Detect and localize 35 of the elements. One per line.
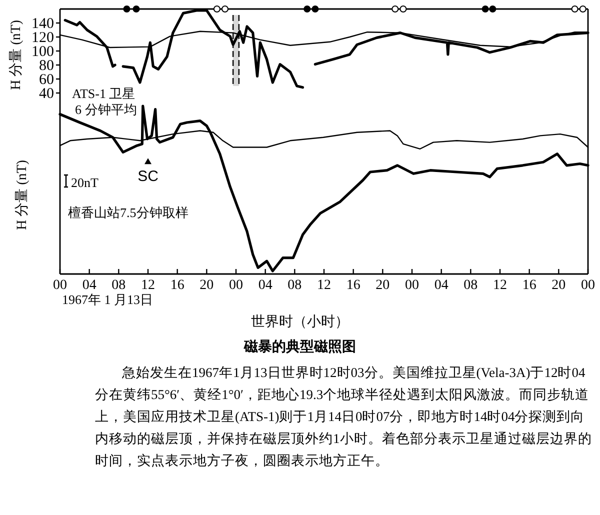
x-tick-label: 12	[493, 278, 507, 293]
x-tick-label: 12	[317, 278, 331, 293]
y-tick-label: 40	[39, 86, 54, 102]
y-tick-label: 100	[32, 44, 54, 60]
annotation: 20nT	[71, 175, 98, 190]
x-tick-label: 20	[552, 278, 566, 293]
x-tick-label: 00	[53, 278, 67, 293]
annotation: 檀香山站7.5分钟取样	[68, 205, 188, 220]
annotation: SC	[138, 168, 159, 186]
x-tick-label: 00	[581, 278, 595, 293]
x-tick-label: 16	[346, 278, 360, 293]
x-tick-label: 00	[229, 278, 243, 293]
x-tick-label: 04	[258, 278, 272, 293]
y-tick-label: 120	[32, 30, 54, 46]
text: 磁暴的典型磁照图	[243, 339, 356, 355]
y-tick-label: 80	[39, 58, 54, 74]
x-tick-label: 16	[170, 278, 184, 293]
x-tick-label: 20	[376, 278, 390, 293]
x-tick-label: 12	[141, 278, 155, 293]
annotation: ATS-1 卫星 6 分钟平均	[72, 86, 137, 117]
x-tick-label: 08	[464, 278, 478, 293]
y-axis-title: H 分量 (nT)	[8, 20, 24, 90]
x-tick-label: 20	[200, 278, 214, 293]
x-tick-label: 04	[434, 278, 448, 293]
y-axis-title: H 分量 (nT)	[14, 160, 30, 230]
x-tick-label: 08	[288, 278, 302, 293]
y-tick-label: 140	[32, 16, 54, 32]
text: 急始发生在1967年1月13日世界时12时03分。美国维拉卫星(Vela-3A)于12时04分在黄纬55°6′、黄经1°0′，距地心19.3个地球半径处遇到太阳风激波。而同步轨道上，美国应用技术卫星(ATS-1)则于1月14日0时07分，即地方时14时04分探测到向内移动的磁层顶，并保持在磁层顶外约1小时。着色部分表示卫星通过磁层边界的时间，实点表示地方子夜，圆圈表示地方正午。	[95, 364, 593, 470]
y-tick-label: 60	[39, 72, 54, 88]
x-tick-label: 00	[405, 278, 419, 293]
x-tick-label: 16	[522, 278, 536, 293]
x-axis-title: 世界时（小时）	[251, 314, 349, 330]
text: 1967年 1 月13日	[62, 292, 153, 307]
x-tick-label: 04	[82, 278, 96, 293]
x-tick-label: 08	[112, 278, 126, 293]
